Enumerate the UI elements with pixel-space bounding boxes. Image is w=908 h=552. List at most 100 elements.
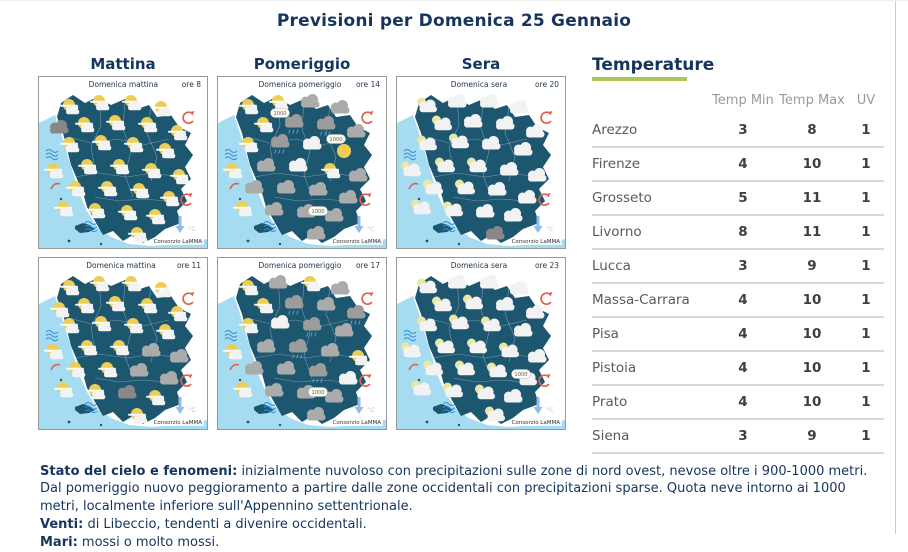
province-border — [94, 196, 168, 202]
sun-cloud-icon — [98, 362, 118, 378]
province-border — [253, 353, 359, 359]
rain-cloud-icon — [289, 339, 308, 359]
sun-cloud-icon — [152, 282, 172, 298]
sun-cloud-icon — [152, 101, 172, 117]
cloud-icon — [510, 281, 529, 295]
temp-trend-down-icon — [533, 216, 543, 233]
sun-cloud-icon — [60, 318, 80, 334]
sea-waves-icon — [45, 149, 59, 161]
temp-max-value: 10 — [776, 316, 848, 352]
moon-cloud-icon — [455, 179, 476, 195]
wind-curl-icon — [180, 374, 193, 387]
province-border — [480, 281, 492, 379]
tab-temperature[interactable]: Temperature — [592, 55, 715, 80]
wind-curl-icon — [540, 292, 553, 305]
city-name: Arezzo — [592, 113, 710, 148]
rain-cloud-icon — [303, 317, 322, 337]
gray-cloud-icon — [347, 124, 366, 138]
city-name: Firenze — [592, 146, 710, 182]
gray-cloud-icon — [339, 190, 358, 204]
uv-value: 1 — [848, 214, 884, 250]
cloud-icon — [514, 142, 533, 156]
map-hour-label: ore 11 — [176, 261, 201, 270]
city-name: Prato — [592, 384, 710, 420]
forecast-winds-paragraph: Venti: di Libeccio, tendenti a divenire … — [40, 516, 882, 534]
wind-curl-icon — [180, 193, 193, 206]
temp-min-value: 8 — [710, 214, 776, 250]
moon-cloud-icon — [485, 406, 506, 422]
province-border — [273, 196, 347, 202]
dark-cloud-icon — [118, 385, 137, 399]
sun-cloud-icon — [223, 163, 243, 179]
gray-cloud-icon — [317, 297, 336, 311]
moon-cloud-icon — [463, 294, 484, 310]
temperature-table-body: Arezzo 3 8 1 Firenze 4 10 1 Grosseto 5 11 1 Livorno 8… — [592, 113, 884, 454]
moon-cloud-icon — [401, 342, 422, 358]
map-hour-label: ore 14 — [355, 80, 380, 89]
map-label: Domenica sera ore 23 — [397, 261, 565, 270]
province-border — [301, 281, 313, 379]
column-header-pomeriggio: Pomeriggio — [253, 55, 351, 73]
sun-cloud-icon — [98, 181, 118, 197]
temp-max-value: 10 — [776, 350, 848, 386]
uv-value: 1 — [848, 248, 884, 284]
temp-max-value: 11 — [776, 180, 848, 216]
moon-cloud-icon — [417, 278, 438, 294]
province-border — [247, 317, 349, 327]
moon-cloud-icon — [443, 382, 464, 398]
sun-cloud-icon — [223, 344, 243, 360]
celsius-label: °C — [367, 406, 375, 414]
sun-cloud-icon — [239, 280, 259, 296]
snow-level-badge: 1000 — [326, 134, 346, 144]
sun-cloud-icon — [239, 318, 259, 334]
sun-cloud-icon — [146, 209, 166, 225]
wind-gust-icon — [50, 182, 61, 190]
moon-cloud-icon — [435, 338, 456, 354]
wind-curl-icon — [538, 374, 551, 387]
column-header-uv: UV — [856, 92, 876, 108]
temp-min-value: 4 — [710, 384, 776, 420]
temp-max-value: 11 — [776, 214, 848, 250]
wind-curl-icon — [359, 374, 372, 387]
temp-min-value: 3 — [710, 418, 776, 454]
moon-cloud-icon — [481, 316, 502, 332]
table-row: Arezzo 3 8 1 — [592, 113, 884, 148]
gray-cloud-icon — [142, 343, 161, 357]
city-name: Massa-Carrara — [592, 282, 710, 318]
gray-cloud-icon — [335, 323, 354, 337]
province-border — [432, 172, 538, 178]
celsius-label: °C — [546, 406, 554, 414]
moon-cloud-icon — [449, 133, 470, 149]
province-border — [301, 100, 313, 198]
rain-cloud-icon — [309, 363, 328, 383]
temp-min-value: 3 — [710, 113, 776, 148]
cloud-icon — [303, 136, 322, 150]
sun-cloud-icon — [54, 201, 74, 217]
moon-cloud-icon — [467, 338, 488, 354]
sun-cloud-icon — [170, 169, 190, 185]
sun-cloud-icon — [110, 340, 130, 356]
cloud-icon — [339, 371, 358, 385]
cloud-icon — [518, 190, 537, 204]
wind-gust-icon — [50, 363, 61, 371]
table-row: Grosseto 5 11 1 — [592, 180, 884, 216]
sun-cloud-icon — [269, 95, 289, 111]
uv-value: 1 — [848, 384, 884, 420]
moon-cloud-icon — [449, 314, 470, 330]
map-day-label: Domenica pomeriggio — [258, 261, 342, 270]
forecast-seas-paragraph: Mari: mossi o molto mossi. — [40, 534, 882, 552]
sun-cloud-icon — [122, 95, 142, 111]
weather-map-sera-ore20: °C Domenica sera ore 20 Consorzio LaMMA — [396, 76, 566, 249]
sun-cloud-icon — [106, 115, 126, 131]
sun-cloud-icon — [60, 280, 80, 296]
celsius-label: °C — [188, 406, 196, 414]
svg-text:1000: 1000 — [514, 372, 527, 378]
wind-curl-icon — [540, 111, 553, 124]
wind-curl-icon — [182, 292, 195, 305]
uv-value: 1 — [848, 113, 884, 148]
sea-area — [397, 296, 565, 429]
province-border — [273, 377, 347, 383]
weather-map-mattina-ore11: °C Domenica mattina ore 11 Consorzio LaMM… — [38, 257, 208, 430]
gray-cloud-icon — [265, 202, 284, 216]
city-name: Livorno — [592, 214, 710, 250]
